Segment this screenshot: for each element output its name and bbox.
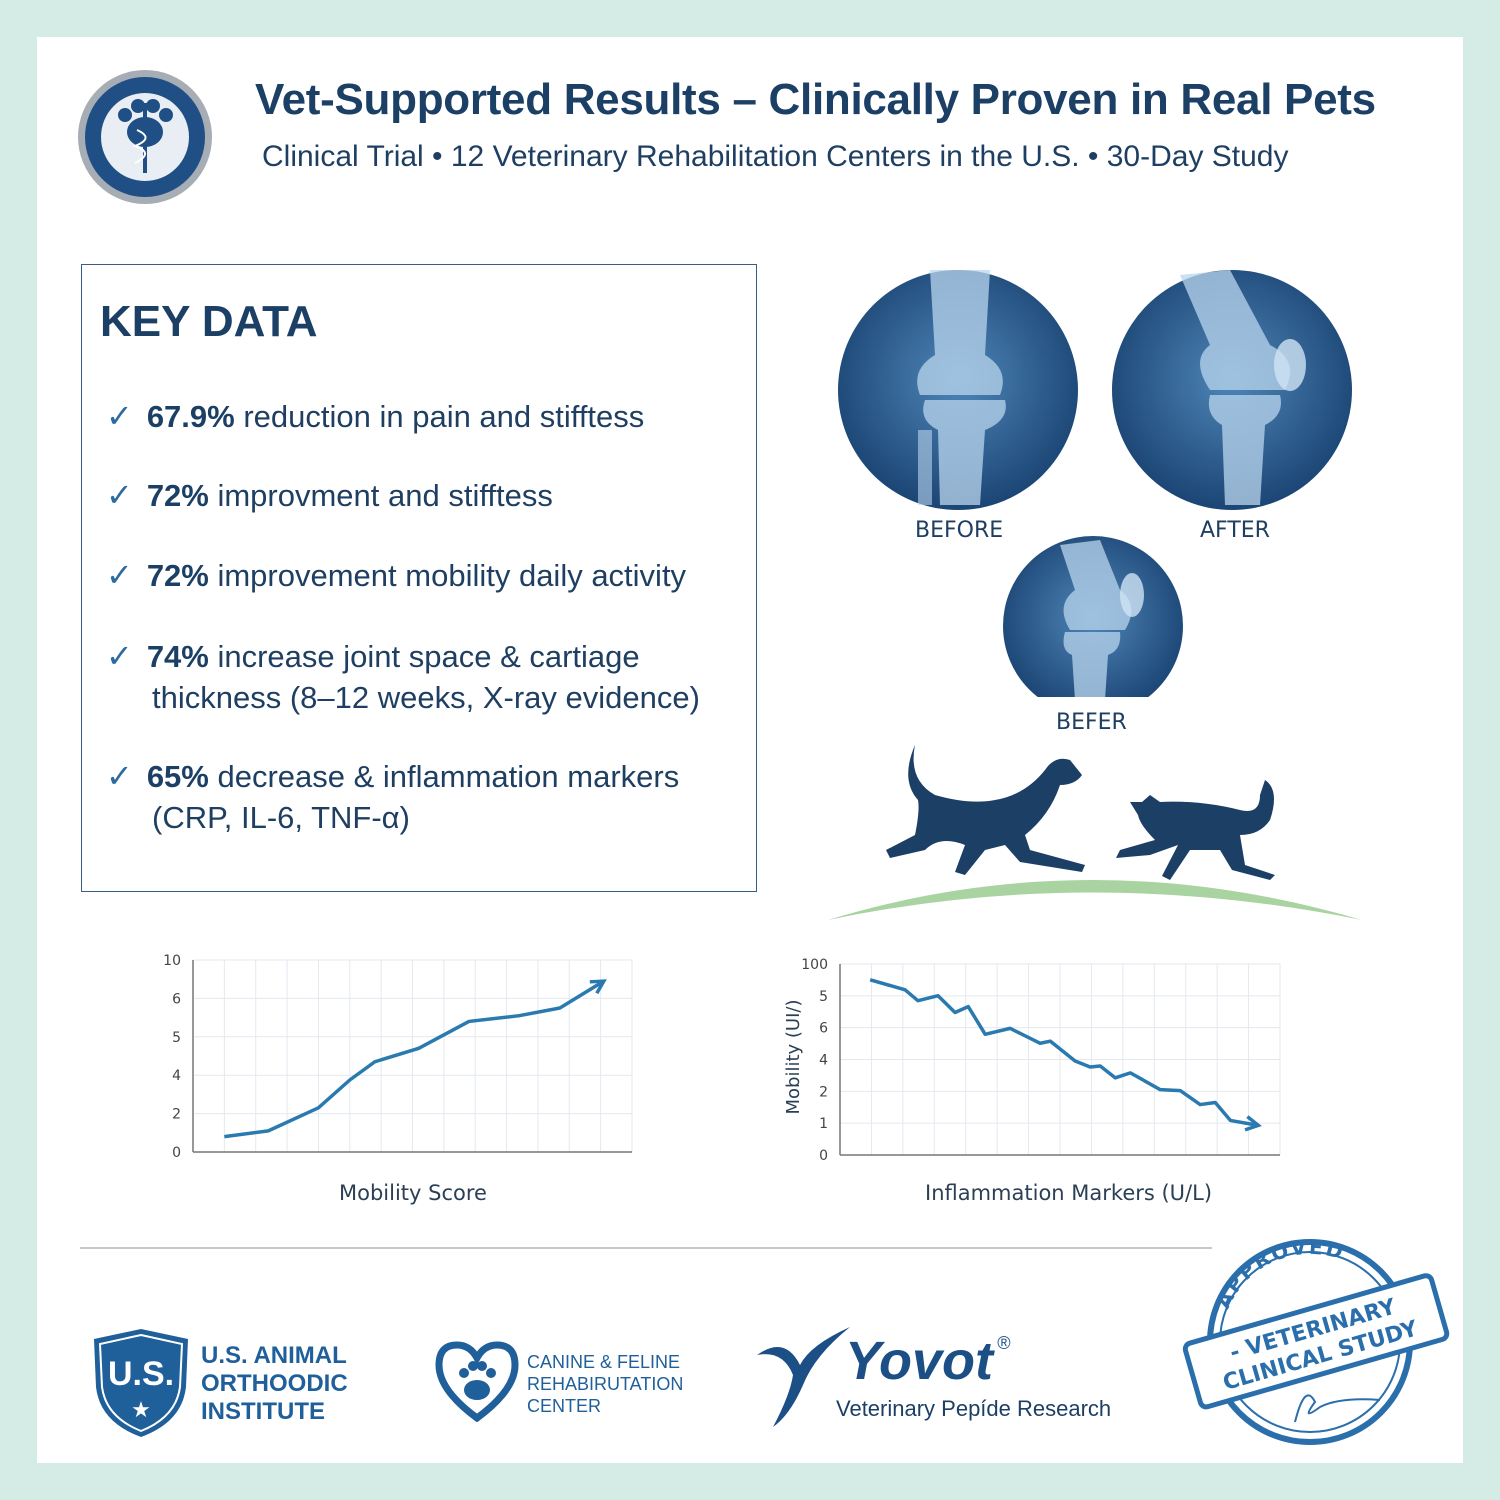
- y-tick-label: 10: [163, 953, 181, 969]
- xray-before-label: BEFORE: [915, 518, 1004, 543]
- y-tick-label: 0: [819, 1148, 828, 1164]
- xray-after-label: AFTER: [1200, 518, 1270, 543]
- paw-caduceus-seal-icon: [78, 70, 212, 204]
- xray-third-image: [1003, 536, 1183, 697]
- yovot-logo: Yovot ®: [845, 1331, 1011, 1391]
- chart0-xlabel: Mobility Score: [339, 1181, 487, 1205]
- y-tick-label: 2: [819, 1084, 828, 1100]
- y-tick-label: 100: [801, 957, 828, 973]
- y-tick-label: 2: [172, 1107, 181, 1123]
- signature: [1294, 1394, 1381, 1423]
- key-data-item: ✓ 67.9% reduction in pain and stifftess: [106, 398, 645, 434]
- check-icon: ✓: [106, 477, 133, 513]
- arrow-head: [589, 979, 607, 995]
- approved-stamp: APPROVED - VETERINARY CLINICAL STUDY: [1182, 1235, 1450, 1445]
- key-data-item: ✓ 65% decrease & inflammation markers (CRP…: [106, 758, 680, 835]
- y-tick-label: 0: [172, 1145, 181, 1161]
- yovot-swoosh-icon: [757, 1327, 850, 1427]
- y-tick-label: 6: [172, 991, 181, 1007]
- divider: [80, 1247, 1212, 1249]
- series-line: [224, 979, 605, 1139]
- us-animal-institute-logo: U.S. ANIMAL ORTHOODIC INSTITUTE: [201, 1342, 348, 1425]
- page-title: Vet-Supported Results – Clinically Prove…: [255, 75, 1376, 124]
- key-data-item: ✓ 72% improvment and stifftess: [106, 477, 553, 513]
- canine-feline-center-logo: CANINE & FELINE REHABIRUTATION CENTER: [527, 1352, 684, 1416]
- check-icon: ✓: [106, 557, 133, 593]
- y-tick-label: 6: [819, 1021, 828, 1037]
- key-data-item: ✓ 74% increase joint space & cartiage thic…: [106, 638, 700, 715]
- y-tick-label: 5: [819, 989, 828, 1005]
- svg-text:U.S.: U.S.: [108, 1355, 174, 1393]
- page-subtitle: Clinical Trial • 12 Veterinary Rehabilit…: [262, 140, 1289, 173]
- xray-images: [838, 270, 1352, 697]
- mobility-score-chart: 0 2 4 5 6 10: [163, 953, 633, 1161]
- us-shield-logo-icon: U.S. ★: [94, 1329, 188, 1437]
- xray-before-image: [838, 270, 1078, 510]
- y-tick-label: 4: [819, 1053, 828, 1069]
- heart-paw-logo-icon: [435, 1341, 519, 1422]
- xray-third-label: BEFER: [1056, 710, 1127, 735]
- pets-illustration: [828, 745, 1362, 920]
- check-icon: ✓: [106, 758, 133, 794]
- series-line: [869, 978, 1259, 1128]
- inflammation-chart: 0 1 2 4 6 5 100: [801, 957, 1281, 1164]
- key-data-heading: KEY DATA: [100, 297, 318, 346]
- key-data-item: ✓ 72% improvement mobility daily activity: [106, 557, 687, 593]
- chart1-xlabel: Inflammation Markers (U/L): [925, 1181, 1213, 1205]
- check-icon: ✓: [106, 638, 133, 674]
- check-icon: ✓: [106, 398, 133, 434]
- grass-hill: [828, 880, 1362, 920]
- y-tick-label: 1: [819, 1116, 828, 1132]
- chart1-ylabel: Mobility (UI/): [783, 999, 804, 1115]
- cat-silhouette-icon: [1116, 780, 1275, 880]
- y-tick-label: 5: [172, 1030, 181, 1046]
- xray-after-image: [1112, 270, 1352, 510]
- svg-text:★: ★: [131, 1398, 151, 1423]
- svg-text:APPROVED: APPROVED: [1211, 1235, 1348, 1312]
- y-tick-label: 4: [172, 1068, 181, 1084]
- yovot-tagline: Veterinary Pepíde Research: [836, 1396, 1112, 1421]
- dog-silhouette-icon: [886, 745, 1085, 875]
- arrow-head: [1244, 1115, 1262, 1132]
- key-data-box: [81, 264, 757, 892]
